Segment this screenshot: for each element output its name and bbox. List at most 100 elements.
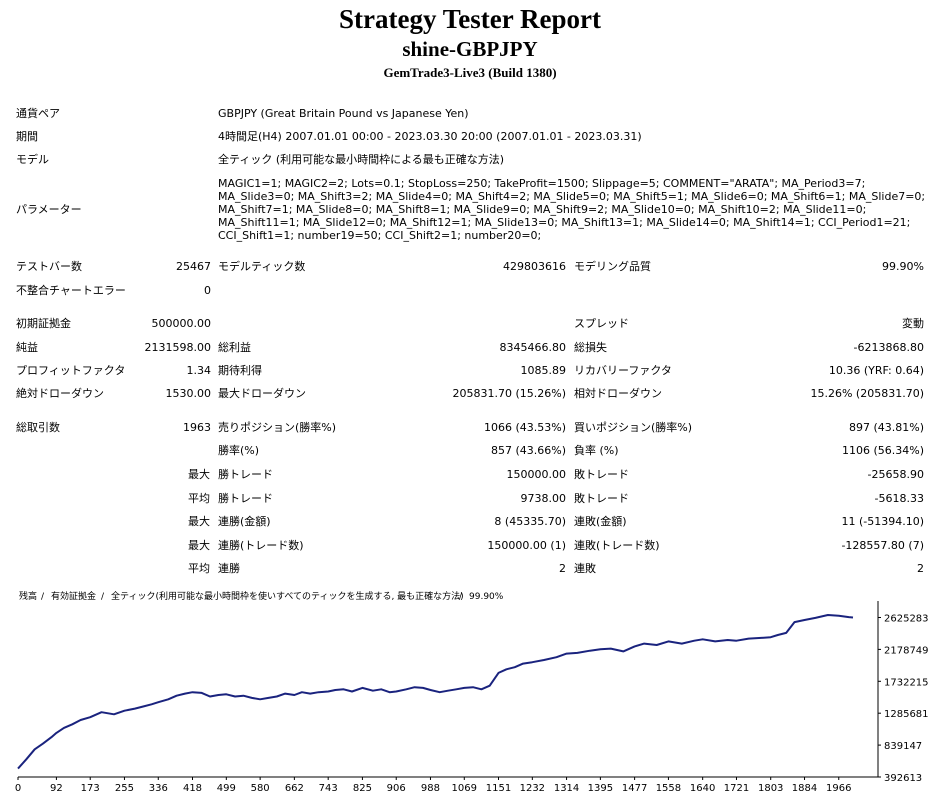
x-tick-label: 173	[81, 783, 100, 794]
params-line: MAGIC1=1; MAGIC2=2; Lots=0.1; StopLoss=2…	[218, 177, 866, 190]
x-tick-label: 1721	[724, 783, 749, 794]
quality-value: 99.90%	[882, 260, 924, 273]
loss-rate-label: 負率 (%)	[574, 444, 619, 457]
expected-payoff-value: 1085.89	[520, 364, 567, 377]
avg-prefix: 平均	[188, 492, 210, 505]
legend-model: 全ティック(利用可能な最小時間枠を使いすべてのティックを生成する, 最も正確な方…	[111, 590, 464, 602]
ea-name: shine-GBPJPY	[402, 37, 538, 61]
server-name: GemTrade3-Live3 (Build 1380)	[383, 65, 557, 80]
long-positions-label: 買いポジション(勝率%)	[574, 421, 693, 434]
legend-equity: 有効証拠金	[51, 590, 96, 602]
y-tick-label: 839147	[884, 741, 922, 752]
y-tick-label: 2625283	[884, 613, 929, 624]
x-tick-label: 1803	[758, 783, 783, 794]
gross-profit-label: 総利益	[218, 341, 251, 354]
params-line: MA_Shift11=1; MA_Slide12=0; MA_Shift12=1…	[218, 216, 911, 229]
net-profit-label: 純益	[16, 341, 38, 354]
x-tick-label: 580	[251, 783, 270, 794]
report-title: Strategy Tester Report	[339, 4, 601, 34]
gross-profit-value: 8345466.80	[499, 341, 566, 354]
x-tick-label: 0	[15, 783, 21, 794]
abs-drawdown-label: 絶対ドローダウン	[16, 387, 104, 400]
period-value: 4時間足(H4) 2007.01.01 00:00 - 2023.03.30 2…	[218, 130, 642, 143]
max-loss-value: -25658.90	[867, 468, 924, 481]
cons-win-money-label: 連勝(金額)	[218, 515, 271, 528]
x-tick-label: 336	[149, 783, 168, 794]
balance-chart: 残高 / 有効証拠金 / 全ティック(利用可能な最小時間枠を使いすべてのティック…	[13, 585, 933, 795]
model-value: 全ティック (利用可能な最小時間枠による最も正確な方法)	[218, 153, 505, 166]
win-rate-label: 勝率(%)	[218, 444, 260, 457]
mismatch-value: 0	[204, 284, 211, 297]
total-trades-value: 1963	[183, 421, 211, 434]
params-line: MA_Slide3=0; MA_Shift3=2; MA_Slide4=0; M…	[218, 190, 926, 203]
x-tick-label: 1477	[622, 783, 647, 794]
net-profit-value: 2131598.00	[144, 341, 211, 354]
x-tick-label: 499	[217, 783, 236, 794]
x-tick-label: 418	[183, 783, 202, 794]
x-tick-label: 1558	[656, 783, 681, 794]
avg-prefix: 平均	[188, 562, 210, 575]
recovery-factor-value: 10.36 (YRF: 0.64)	[828, 364, 924, 377]
legend-sep-3: /	[459, 592, 463, 602]
long-positions-value: 897 (43.81%)	[848, 421, 924, 434]
profit-factor-value: 1.34	[186, 364, 212, 377]
recovery-factor-label: リカバリーファクタ	[574, 364, 672, 377]
gross-loss-label: 総損失	[574, 341, 607, 354]
x-tick-label: 1640	[690, 783, 715, 794]
win-rate-value: 857 (43.66%)	[490, 444, 566, 457]
x-tick-label: 1314	[554, 783, 579, 794]
x-tick-label: 662	[285, 783, 304, 794]
bars-value: 25467	[176, 260, 211, 273]
y-tick-label: 1732215	[884, 677, 929, 688]
max-drawdown-label: 最大ドローダウン	[218, 387, 306, 400]
y-tick-label: 2178749	[884, 645, 929, 656]
x-tick-label: 906	[387, 783, 406, 794]
abs-drawdown-value: 1530.00	[165, 387, 212, 400]
avg-win-value: 9738.00	[520, 492, 567, 505]
x-tick-label: 825	[353, 783, 372, 794]
ticks-value: 429803616	[503, 260, 566, 273]
max-loss-label: 敗トレード	[574, 468, 629, 481]
max-prefix: 最大	[188, 539, 210, 552]
model-label: モデル	[16, 153, 49, 166]
max-drawdown-value: 205831.70 (15.26%)	[452, 387, 566, 400]
max-prefix: 最大	[188, 468, 210, 481]
cons-loss-count-label: 連敗(トレード数)	[574, 539, 660, 552]
profit-factor-label: プロフィットファクタ	[16, 364, 126, 377]
short-positions-label: 売りポジション(勝率%)	[218, 421, 337, 434]
cons-win-count-value: 150000.00 (1)	[487, 539, 566, 552]
avg-cons-win-value: 2	[559, 562, 566, 575]
rel-drawdown-value: 15.26% (205831.70)	[810, 387, 924, 400]
bars-label: テストバー数	[16, 260, 82, 273]
x-tick-label: 1966	[826, 783, 851, 794]
ticks-label: モデルティック数	[218, 260, 306, 273]
cons-loss-money-label: 連敗(金額)	[574, 515, 627, 528]
x-tick-label: 92	[50, 783, 63, 794]
symbol-value: GBPJPY (Great Britain Pound vs Japanese …	[218, 107, 469, 120]
quality-label: モデリング品質	[574, 260, 651, 273]
short-positions-value: 1066 (43.53%)	[483, 421, 566, 434]
mismatch-label: 不整合チャートエラー	[16, 284, 126, 297]
legend-sep-2: /	[101, 592, 105, 602]
params-value: MAGIC1=1; MAGIC2=2; Lots=0.1; StopLoss=2…	[218, 177, 926, 242]
max-win-label: 勝トレード	[218, 468, 273, 481]
x-tick-label: 1069	[452, 783, 477, 794]
legend-quality: 99.90%	[469, 592, 504, 602]
deposit-value: 500000.00	[151, 317, 212, 330]
params-line: CCI_Shift1=1; number19=50; CCI_Shift2=1;…	[218, 229, 542, 242]
x-tick-label: 988	[421, 783, 440, 794]
legend-sep-1: /	[41, 592, 45, 602]
rel-drawdown-label: 相対ドローダウン	[574, 387, 662, 400]
y-tick-label: 392613	[884, 773, 922, 784]
params-line: MA_Shift7=1; MA_Slide8=0; MA_Shift8=1; M…	[218, 203, 867, 216]
max-prefix: 最大	[188, 515, 210, 528]
cons-loss-money-value: 11 (-51394.10)	[841, 515, 924, 528]
period-label: 期間	[16, 130, 38, 143]
cons-win-money-value: 8 (45335.70)	[494, 515, 566, 528]
cons-win-count-label: 連勝(トレード数)	[218, 539, 304, 552]
balance-line	[17, 614, 854, 770]
avg-win-label: 勝トレード	[218, 492, 273, 505]
x-tick-label: 1151	[486, 783, 511, 794]
y-tick-label: 1285681	[884, 709, 929, 720]
max-win-value: 150000.00	[506, 468, 567, 481]
